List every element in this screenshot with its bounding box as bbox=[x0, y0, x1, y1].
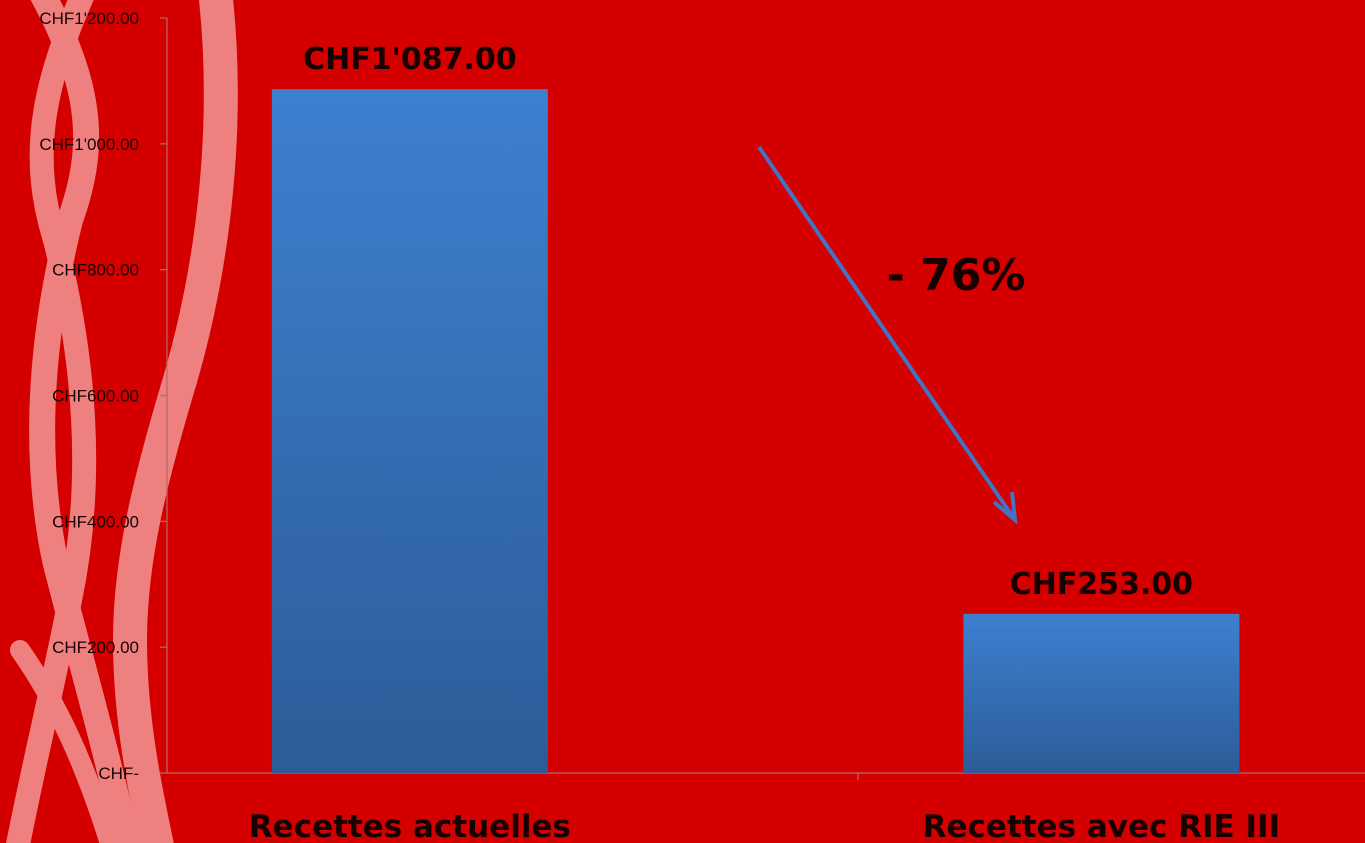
ribbon-stroke bbox=[10, 640, 121, 843]
ribbon-stroke bbox=[6, 0, 97, 843]
trend-arrow-shaft bbox=[757, 145, 1017, 522]
decorative-ribbons bbox=[6, 0, 238, 843]
change-annotation: - 76% bbox=[887, 250, 1026, 301]
bar-value-label: CHF253.00 bbox=[1010, 567, 1193, 602]
y-tick-label: CHF1'200.00 bbox=[39, 9, 139, 28]
x-category-label: Recettes avec RIE III bbox=[923, 809, 1281, 843]
x-category-label: Recettes actuelles bbox=[249, 809, 571, 843]
y-tick-label: CHF800.00 bbox=[52, 261, 139, 280]
y-tick-label: CHF- bbox=[98, 764, 139, 783]
y-tick-label: CHF400.00 bbox=[52, 512, 139, 531]
y-tick-label: CHF600.00 bbox=[52, 387, 139, 406]
bar-1 bbox=[271, 89, 548, 774]
trend-arrow-head bbox=[992, 491, 1018, 525]
trend-arrow bbox=[757, 145, 1018, 525]
y-tick-label: CHF1'000.00 bbox=[39, 135, 139, 154]
ribbon-stroke bbox=[29, 0, 140, 843]
y-tick-label: CHF200.00 bbox=[52, 638, 139, 657]
bar-2 bbox=[963, 613, 1240, 773]
ribbon-stroke bbox=[112, 0, 238, 843]
bar-value-label: CHF1'087.00 bbox=[303, 42, 516, 77]
